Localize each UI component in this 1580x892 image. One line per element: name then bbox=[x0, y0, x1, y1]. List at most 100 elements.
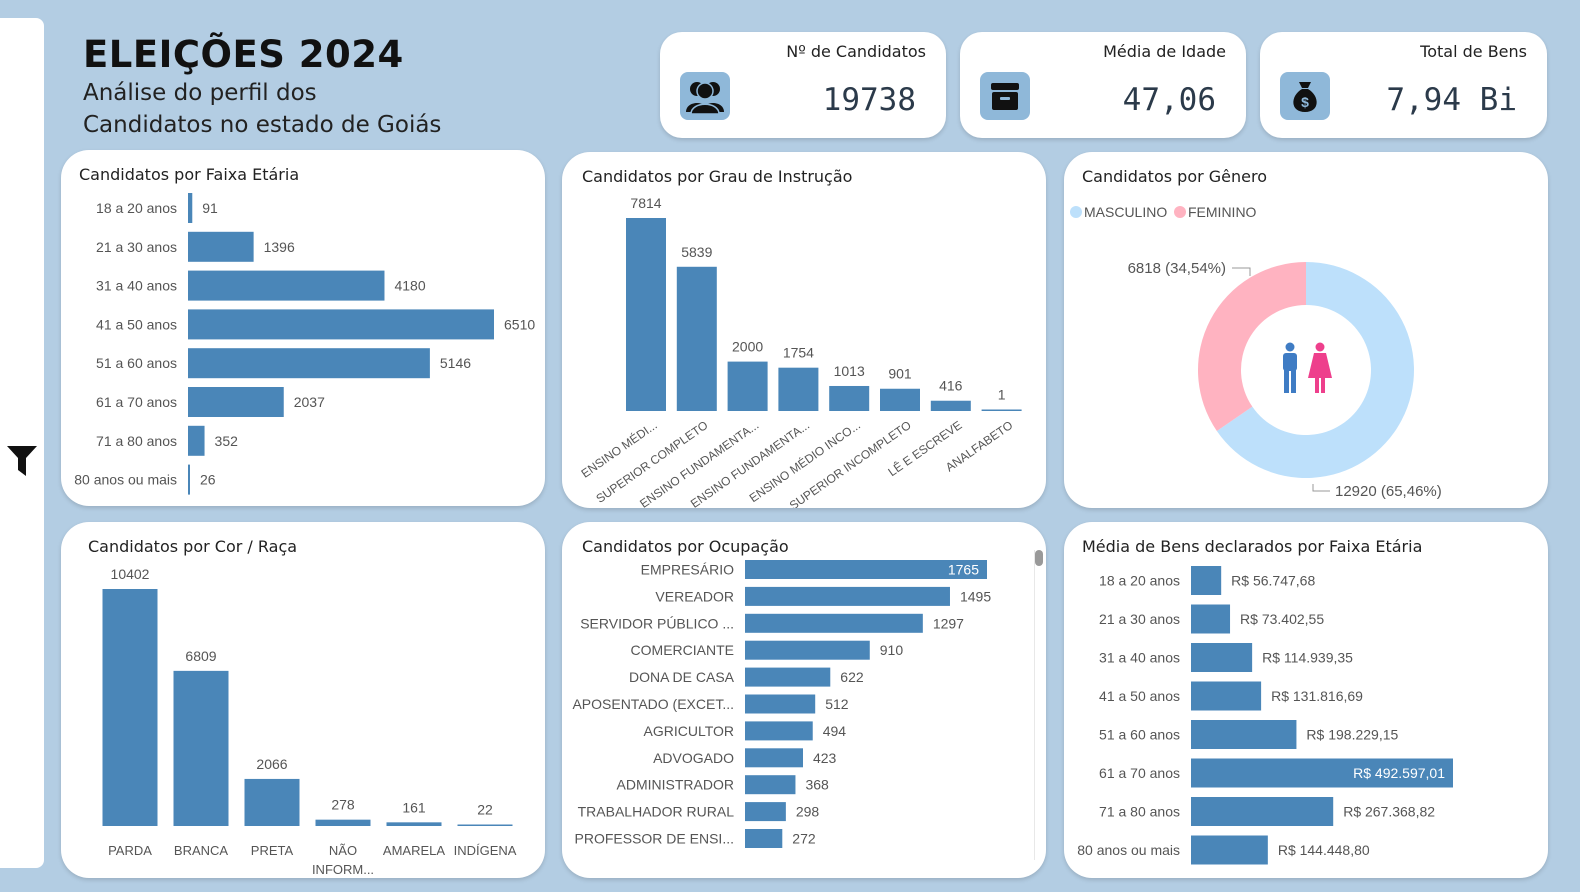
bar[interactable] bbox=[457, 824, 513, 827]
data-label: 1765 bbox=[948, 562, 979, 578]
bar[interactable] bbox=[1191, 681, 1262, 711]
bar[interactable] bbox=[981, 409, 1022, 412]
bar[interactable] bbox=[778, 367, 819, 411]
bar[interactable] bbox=[745, 829, 783, 848]
bar[interactable] bbox=[930, 400, 971, 411]
scrollbar[interactable] bbox=[1034, 550, 1043, 860]
data-label: 910 bbox=[880, 642, 904, 658]
category-label: TRABALHADOR RURAL bbox=[578, 804, 735, 820]
bar[interactable] bbox=[188, 270, 385, 301]
bar[interactable] bbox=[188, 387, 284, 417]
card-genero: Candidatos por Gênero MASCULINO FEMININO 1… bbox=[1064, 152, 1548, 508]
bar[interactable] bbox=[745, 613, 923, 633]
data-label: 1396 bbox=[264, 239, 295, 255]
legend-marker bbox=[1070, 206, 1082, 218]
category-label: COMERCIANTE bbox=[631, 642, 734, 658]
data-label: 1297 bbox=[933, 615, 964, 631]
data-label: 1495 bbox=[960, 588, 991, 604]
bar[interactable] bbox=[1191, 835, 1268, 865]
bar[interactable] bbox=[188, 231, 254, 262]
category-label: EMPRESÁRIO bbox=[641, 562, 734, 578]
data-label: 22 bbox=[477, 802, 493, 818]
money-bag-icon: $ bbox=[1280, 72, 1330, 120]
page-subtitle-line1: Análise do perfil dos bbox=[83, 80, 317, 106]
data-label: 368 bbox=[805, 777, 829, 793]
donut-slice[interactable] bbox=[1198, 262, 1306, 431]
bar[interactable] bbox=[1191, 720, 1297, 749]
bar[interactable] bbox=[315, 819, 371, 826]
bar[interactable] bbox=[745, 560, 987, 579]
bar[interactable] bbox=[386, 822, 442, 826]
bar[interactable] bbox=[745, 586, 950, 606]
bar[interactable] bbox=[676, 266, 717, 411]
kpi-value: 7,94 Bi bbox=[1386, 82, 1517, 118]
bar[interactable] bbox=[188, 348, 430, 379]
category-label: VEREADOR bbox=[655, 588, 734, 604]
people-icon bbox=[680, 72, 730, 120]
bar[interactable] bbox=[745, 748, 803, 768]
donut-slice[interactable] bbox=[1216, 262, 1414, 478]
filter-icon[interactable] bbox=[5, 443, 39, 479]
bar[interactable] bbox=[1191, 797, 1334, 826]
header: ELEIÇÕES 2024 Análise do perfil dos Cand… bbox=[83, 33, 441, 140]
category-label: SERVIDOR PÚBLICO ... bbox=[580, 615, 734, 631]
chart-genero[interactable]: MASCULINO FEMININO 12920 (65,46%) 6818 (34,… bbox=[1064, 152, 1548, 508]
data-label: R$ 114.939,35 bbox=[1262, 650, 1353, 666]
chart-cor-raca[interactable]: 10402 PARDA 6809 BRANCA 2066 PRETA 278 NÃO INFOR… bbox=[61, 522, 545, 878]
chart-media-bens[interactable]: 18 a 20 anos R$ 56.747,68 21 a 30 anos R$ 7… bbox=[1064, 522, 1548, 878]
card-cor-raca: Candidatos por Cor / Raça 10402 PARDA 6809… bbox=[61, 522, 545, 878]
chart-title: Candidatos por Gênero bbox=[1082, 167, 1268, 186]
bar[interactable] bbox=[745, 640, 870, 660]
male-icon bbox=[1283, 342, 1297, 393]
bar[interactable] bbox=[880, 388, 920, 411]
data-label: 1013 bbox=[834, 363, 865, 379]
legend-label[interactable]: FEMININO bbox=[1188, 204, 1257, 220]
bar[interactable] bbox=[173, 670, 229, 826]
chart-faixa-etaria[interactable]: 18 a 20 anos 91 21 a 30 anos 1396 31 a 40 an… bbox=[61, 150, 545, 506]
bar[interactable] bbox=[626, 218, 666, 411]
bar[interactable] bbox=[745, 721, 813, 741]
data-label: 2066 bbox=[256, 756, 287, 772]
bar[interactable] bbox=[745, 667, 831, 687]
bar[interactable] bbox=[188, 193, 193, 223]
category-label: 41 a 50 anos bbox=[1099, 688, 1180, 704]
bar[interactable] bbox=[1191, 604, 1231, 634]
data-label: 5146 bbox=[440, 355, 471, 371]
archive-icon bbox=[980, 72, 1030, 120]
data-label: R$ 267.368,82 bbox=[1343, 804, 1435, 820]
bar[interactable] bbox=[1191, 643, 1253, 672]
category-label: INDÍGENA bbox=[454, 843, 517, 858]
bar[interactable] bbox=[188, 464, 190, 495]
bar[interactable] bbox=[727, 361, 768, 411]
bar[interactable] bbox=[745, 694, 816, 714]
chart-ocupacao[interactable]: EMPRESÁRIO 1765 VEREADOR 1495 SERVIDOR PÚBLI… bbox=[562, 522, 1046, 878]
scrollbar-thumb[interactable] bbox=[1035, 550, 1043, 566]
data-label: R$ 492.597,01 bbox=[1353, 765, 1445, 781]
filter-pane[interactable] bbox=[0, 18, 44, 868]
category-label: BRANCA bbox=[174, 843, 229, 858]
bar[interactable] bbox=[745, 802, 786, 822]
category-label: 18 a 20 anos bbox=[96, 200, 177, 216]
bar[interactable] bbox=[244, 778, 300, 826]
data-label: 423 bbox=[813, 750, 837, 766]
category-label: PARDA bbox=[108, 843, 152, 858]
page-title: ELEIÇÕES 2024 bbox=[83, 33, 404, 76]
category-label: INFORM... bbox=[312, 862, 374, 877]
page-subtitle-line2: Candidatos no estado de Goiás bbox=[83, 112, 442, 138]
data-label: 6510 bbox=[504, 316, 535, 332]
bar[interactable] bbox=[1191, 566, 1222, 595]
bar[interactable] bbox=[102, 589, 158, 826]
card-grau-instrucao: Candidatos por Grau de Instrução 7814 ENS… bbox=[562, 152, 1046, 508]
bar[interactable] bbox=[188, 425, 205, 456]
bar[interactable] bbox=[188, 309, 494, 340]
bar[interactable] bbox=[745, 775, 796, 795]
chart-title: Candidatos por Grau de Instrução bbox=[582, 167, 853, 186]
bar[interactable] bbox=[829, 385, 870, 411]
bar[interactable] bbox=[1191, 758, 1453, 788]
legend-label[interactable]: MASCULINO bbox=[1084, 204, 1167, 220]
data-label: 1 bbox=[998, 387, 1006, 403]
data-label: 272 bbox=[792, 831, 816, 847]
chart-title: Candidatos por Cor / Raça bbox=[88, 537, 298, 556]
chart-title: Candidatos por Ocupação bbox=[582, 537, 789, 556]
